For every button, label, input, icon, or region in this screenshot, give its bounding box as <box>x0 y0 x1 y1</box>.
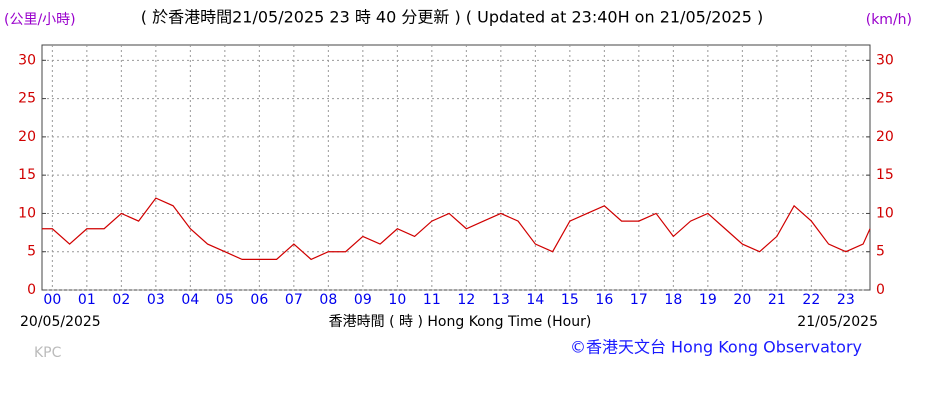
end-date: 21/05/2025 <box>797 314 878 330</box>
x-tick-label: 13 <box>492 292 510 308</box>
x-tick-label: 00 <box>43 292 61 308</box>
x-tick-label: 05 <box>216 292 234 308</box>
x-tick-label: 01 <box>78 292 96 308</box>
x-tick-label: 22 <box>802 292 820 308</box>
y2-tick-label: 30 <box>876 52 894 68</box>
plot-frame <box>41 44 871 291</box>
start-date: 20/05/2025 <box>20 314 101 330</box>
y2-tick-label: 25 <box>876 91 894 107</box>
y-tick-label: 15 <box>18 167 36 183</box>
x-tick-label: 02 <box>112 292 130 308</box>
x-tick-label: 08 <box>319 292 337 308</box>
x-tick-label: 16 <box>595 292 613 308</box>
x-tick-label: 15 <box>561 292 579 308</box>
y-axis-unit: (公里/小時) <box>4 12 76 28</box>
x-tick-label: 23 <box>837 292 855 308</box>
y2-tick-label: 15 <box>876 167 894 183</box>
x-tick-label: 07 <box>285 292 303 308</box>
x-tick-label: 14 <box>526 292 544 308</box>
x-tick-label: 20 <box>733 292 751 308</box>
station-code: KPC <box>34 345 62 361</box>
credit: ©香港天文台 Hong Kong Observatory <box>570 338 862 357</box>
y2-tick-label: 10 <box>876 205 894 221</box>
x-tick-label: 18 <box>664 292 682 308</box>
y-tick-label: 10 <box>18 205 36 221</box>
x-tick-label: 19 <box>699 292 717 308</box>
chart-title: ( 於香港時間21/05/2025 23 時 40 分更新 ) ( Update… <box>141 8 764 27</box>
y-tick-label: 25 <box>18 91 36 107</box>
y-tick-label: 30 <box>18 52 36 68</box>
y-tick-label: 5 <box>27 244 36 260</box>
x-tick-label: 10 <box>388 292 406 308</box>
x-axis-label: 香港時間 ( 時 ) Hong Kong Time (Hour) <box>329 314 592 330</box>
x-tick-label: 03 <box>147 292 165 308</box>
wind-speed-line <box>42 197 871 261</box>
x-tick-label: 21 <box>768 292 786 308</box>
x-tick-label: 11 <box>423 292 441 308</box>
x-tick-label: 04 <box>181 292 199 308</box>
y2-axis-unit: (km/h) <box>866 12 912 28</box>
x-tick-label: 09 <box>354 292 372 308</box>
y2-tick-label: 20 <box>876 129 894 145</box>
y2-tick-label: 0 <box>876 282 885 298</box>
y-tick-label: 0 <box>27 282 36 298</box>
x-tick-label: 12 <box>457 292 475 308</box>
y2-tick-label: 5 <box>876 244 885 260</box>
y-tick-label: 20 <box>18 129 36 145</box>
x-tick-label: 06 <box>250 292 268 308</box>
x-tick-label: 17 <box>630 292 648 308</box>
